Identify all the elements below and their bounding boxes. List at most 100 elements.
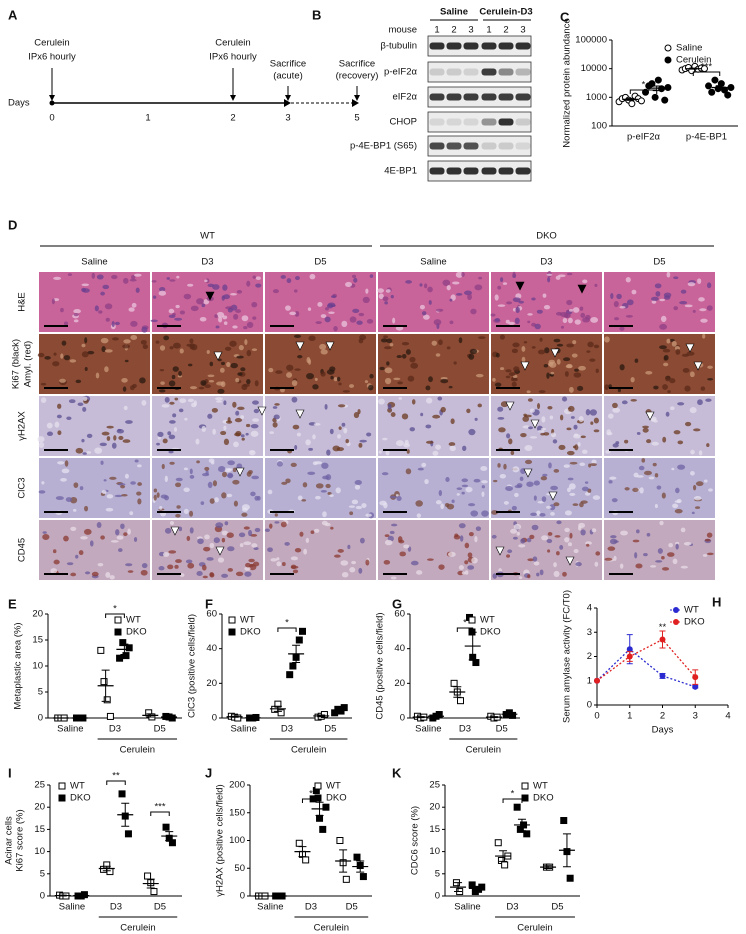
tissue-texture <box>573 434 581 439</box>
tissue-texture <box>95 372 100 379</box>
tissue-texture <box>255 276 261 281</box>
tissue-texture <box>435 500 442 505</box>
tissue-texture <box>529 436 538 439</box>
tissue-texture <box>297 355 303 359</box>
legend-marker <box>114 616 122 624</box>
event-arrowhead <box>285 95 291 101</box>
tissue-texture <box>536 572 540 577</box>
tissue-texture <box>693 428 701 432</box>
tissue-texture <box>433 319 442 326</box>
y-axis-label: CDC6 score (%) <box>410 806 421 875</box>
tissue-texture <box>81 287 87 292</box>
tissue-texture <box>632 487 639 493</box>
tissue-texture <box>704 538 711 542</box>
tissue-texture <box>651 441 659 446</box>
tissue-texture <box>230 362 238 369</box>
tissue-texture <box>84 337 88 344</box>
tissue-texture <box>527 398 533 402</box>
data-point <box>566 874 574 882</box>
tissue-texture <box>98 310 103 314</box>
tissue-texture <box>290 565 299 569</box>
tissue-texture <box>321 520 328 526</box>
legend-label: Cerulein <box>676 55 711 66</box>
tissue-texture <box>643 553 648 557</box>
tissue-texture <box>604 336 610 343</box>
tissue-texture <box>386 361 390 366</box>
error-bar <box>230 715 239 718</box>
tissue-texture <box>440 376 448 380</box>
tissue-texture <box>609 476 617 480</box>
error-bar <box>472 886 481 891</box>
tissue-texture <box>324 403 328 410</box>
tissue-texture <box>619 563 624 569</box>
tissue-texture <box>533 480 540 486</box>
blot-band <box>446 42 462 50</box>
tissue-texture <box>499 367 505 371</box>
tissue-texture <box>274 521 280 524</box>
y-tick-label: 25 <box>34 780 45 791</box>
tissue-texture <box>317 301 323 307</box>
tissue-texture <box>215 325 220 329</box>
column-label: D3 <box>540 257 552 268</box>
tissue-texture <box>84 505 89 512</box>
axis-label: Days <box>8 98 30 109</box>
tissue-texture <box>522 416 530 422</box>
tissue-texture <box>604 384 609 390</box>
data-point <box>295 839 303 847</box>
tissue-texture <box>527 313 533 316</box>
tissue-texture <box>449 445 456 452</box>
day-tick: 3 <box>285 113 290 124</box>
histology-tile <box>265 396 376 456</box>
tissue-texture <box>480 465 488 472</box>
tissue-texture <box>396 355 403 359</box>
tissue-texture <box>175 477 183 482</box>
blot-band <box>481 142 497 150</box>
tissue-texture <box>189 338 194 344</box>
tissue-texture <box>573 424 578 430</box>
tissue-texture <box>183 467 188 471</box>
tissue-texture <box>534 323 541 330</box>
tissue-texture <box>379 366 385 371</box>
group-label: Cerulein <box>517 923 552 934</box>
tissue-texture <box>393 377 401 381</box>
significance-label: *** <box>154 802 165 813</box>
tissue-texture <box>619 306 626 309</box>
tissue-texture <box>478 336 486 340</box>
tissue-texture <box>56 414 62 419</box>
tissue-texture <box>614 317 620 321</box>
tissue-texture <box>111 274 118 280</box>
tissue-texture <box>227 568 233 572</box>
tissue-texture <box>589 409 597 416</box>
tissue-texture <box>645 370 653 375</box>
tissue-texture <box>579 502 584 508</box>
tissue-texture <box>127 570 134 573</box>
tissue-texture <box>573 372 582 378</box>
tissue-texture <box>571 353 578 358</box>
data-point <box>642 88 650 96</box>
x-tick-label: D3 <box>281 724 293 735</box>
tissue-texture <box>140 569 148 576</box>
lane-header: mouse <box>388 25 417 36</box>
tissue-texture <box>87 350 95 355</box>
tissue-texture <box>369 373 374 379</box>
tissue-texture <box>395 325 404 331</box>
tissue-texture <box>294 444 298 450</box>
arrowhead <box>235 467 245 477</box>
tissue-texture <box>292 569 299 574</box>
tissue-texture <box>270 558 278 562</box>
tissue-texture <box>116 535 124 540</box>
significance-bracket <box>692 71 721 76</box>
tissue-texture <box>670 406 675 411</box>
tissue-texture <box>634 358 639 363</box>
tissue-texture <box>245 423 251 428</box>
tissue-texture <box>459 535 464 542</box>
tissue-texture <box>659 520 664 526</box>
tissue-texture <box>675 487 680 494</box>
tissue-texture <box>558 444 566 450</box>
tissue-texture <box>222 284 228 291</box>
tissue-texture <box>351 560 357 565</box>
tissue-texture <box>562 396 568 402</box>
timeline-dot <box>49 100 55 106</box>
tissue-texture <box>527 574 531 579</box>
tissue-texture <box>524 444 533 452</box>
